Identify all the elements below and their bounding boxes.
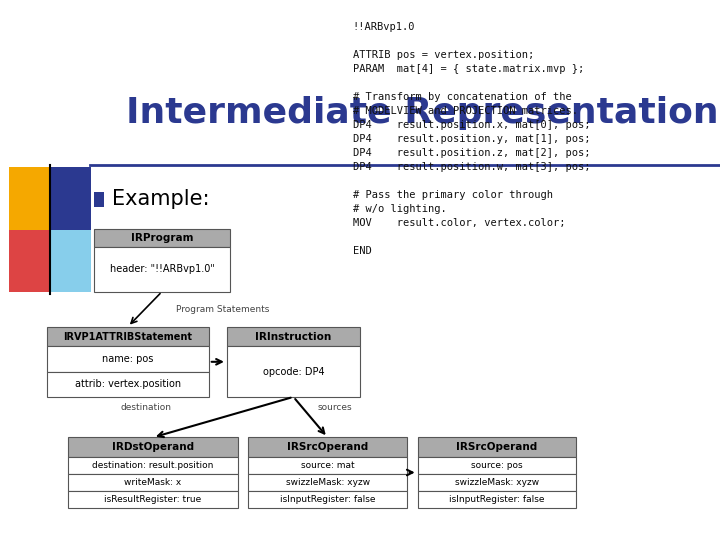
Text: IRSrcOperand: IRSrcOperand [456, 442, 537, 452]
Bar [49, 230, 91, 292]
Bar [47, 372, 209, 397]
Text: IRInstruction: IRInstruction [256, 332, 331, 341]
Text: writeMask: x: writeMask: x [125, 478, 181, 487]
Bar [227, 327, 360, 346]
Text: destination: result.position: destination: result.position [92, 461, 214, 470]
Text: source: pos: source: pos [471, 461, 523, 470]
Text: swizzleMask: xyzw: swizzleMask: xyzw [455, 478, 539, 487]
Bar [94, 192, 104, 207]
Bar [248, 474, 407, 491]
Bar [68, 491, 238, 508]
Bar [94, 230, 230, 247]
Text: source: mat: source: mat [301, 461, 354, 470]
Text: Intermediate Representation: Intermediate Representation [126, 97, 719, 130]
Bar [9, 230, 50, 292]
Bar [47, 346, 209, 372]
Text: name: pos: name: pos [102, 354, 153, 364]
Bar [227, 346, 360, 397]
Bar [248, 437, 407, 457]
Bar [47, 327, 209, 346]
Text: isInputRegister: false: isInputRegister: false [449, 495, 544, 504]
Bar [49, 167, 91, 230]
Text: header: "!!ARBvp1.0": header: "!!ARBvp1.0" [109, 264, 215, 274]
Text: IRProgram: IRProgram [131, 233, 193, 243]
Text: attrib: vertex.position: attrib: vertex.position [75, 379, 181, 389]
Bar [68, 474, 238, 491]
Text: isInputRegister: false: isInputRegister: false [280, 495, 375, 504]
Text: IRSrcOperand: IRSrcOperand [287, 442, 368, 452]
Text: isResultRegister: true: isResultRegister: true [104, 495, 202, 504]
Bar [248, 491, 407, 508]
Bar [248, 457, 407, 474]
Bar [68, 457, 238, 474]
Bar [9, 167, 50, 230]
Text: opcode: DP4: opcode: DP4 [263, 367, 324, 376]
Bar [418, 437, 576, 457]
Text: destination: destination [120, 403, 171, 411]
Bar [418, 474, 576, 491]
Bar [68, 437, 238, 457]
Bar [94, 247, 230, 292]
Bar [418, 491, 576, 508]
Text: sources: sources [318, 403, 352, 411]
Text: swizzleMask: xyzw: swizzleMask: xyzw [286, 478, 369, 487]
Text: IRDstOperand: IRDstOperand [112, 442, 194, 452]
Text: Example:: Example: [112, 189, 209, 210]
Text: !!ARBvp1.0

ATTRIB pos = vertex.position;
PARAM  mat[4] = { state.matrix.mvp };
: !!ARBvp1.0 ATTRIB pos = vertex.position;… [353, 22, 590, 255]
Bar [418, 457, 576, 474]
Text: Program Statements: Program Statements [176, 305, 270, 314]
Text: IRVP1ATTRIBStatement: IRVP1ATTRIBStatement [63, 332, 192, 341]
